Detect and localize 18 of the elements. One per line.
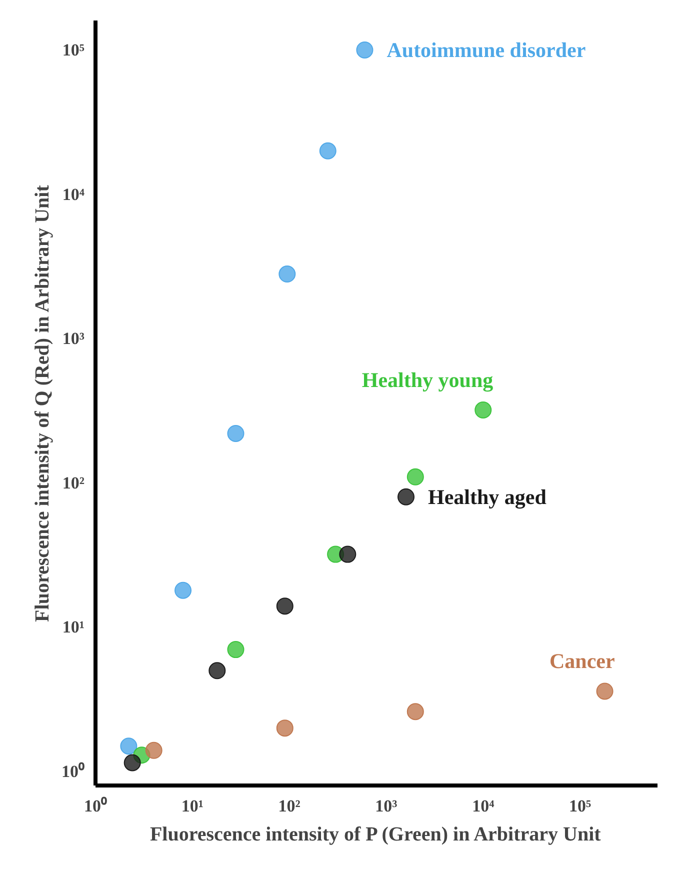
y-tick-label: 10⁵ [62,40,85,60]
series-label: Healthy aged [428,484,547,509]
x-tick-label: 10⁴ [472,796,494,816]
x-tick-label: 10² [278,796,300,816]
series-label: Autoimmune disorder [386,38,586,62]
x-tick-label: 10⁵ [568,796,592,816]
y-tick-label: 10⁴ [62,184,85,204]
y-tick-label: 10⁰ [62,762,84,782]
y-tick-label: 10¹ [62,618,85,637]
series-label: Cancer [549,649,615,674]
series-label: Healthy young [362,368,494,392]
x-axis-title: Fluorescence intensity of P (Green) in Arbitrary Unit [150,824,602,846]
x-tick-label: 10¹ [181,796,204,816]
y-tick-label: 10³ [62,329,85,348]
y-axis-title: Fluorescence intensity of Q (Red) in Arbitrary Unit [32,184,54,622]
y-tick-label: 10² [62,473,85,492]
x-tick-label: 10³ [375,796,398,816]
x-tick-label: 10⁰ [84,796,107,816]
